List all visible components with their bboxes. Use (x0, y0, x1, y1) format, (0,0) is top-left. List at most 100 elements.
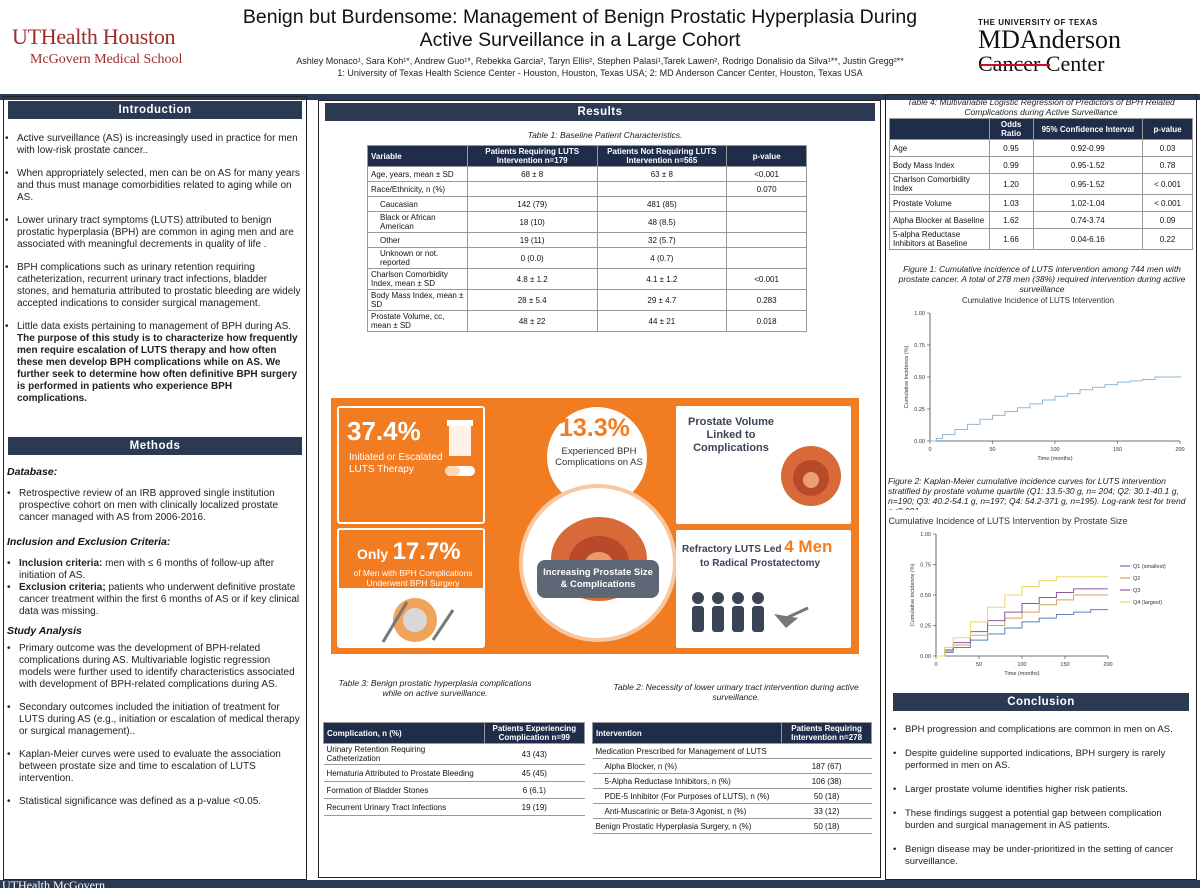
methods-bullet: Inclusion criteria: men with ≤ 6 months … (7, 558, 303, 582)
middle-column (318, 100, 881, 878)
chart-background (888, 510, 1194, 682)
table-cell: 1.03 (988, 194, 1034, 212)
prostatectomy-count: 4 Men (784, 537, 833, 556)
table-row: Medication Prescribed for Management of … (592, 743, 872, 759)
table-cell: 0 (0.0) (466, 247, 598, 269)
complications-table: Complication, n (%) Patients Experiencing… (323, 722, 586, 816)
intro-bullet: BPH complications such as urinary retent… (5, 262, 301, 310)
table-cell: Age (889, 139, 990, 157)
infographic-panel-prostatectomy: Refractory LUTS Led 4 Men to Radical Pro… (676, 530, 851, 648)
table-cell: Recurrent Urinary Tract Infections (323, 798, 485, 816)
x-tick-label: 0 (928, 447, 931, 453)
table-row: Black or African American 18 (10) 48 (8.5) (367, 211, 807, 233)
table-row: Prostate Volume 1.03 1.02-1.04 < 0.001 (889, 194, 1193, 212)
y-tick-label: 0.25 (920, 624, 931, 630)
right-column (885, 94, 1197, 880)
criteria-heading: Inclusion and Exclusion Criteria: (7, 536, 171, 548)
results-header: Results (325, 103, 875, 121)
enlarged-prostate-icon (781, 446, 841, 506)
legend-entry: Q1 (smallest) (1133, 564, 1166, 570)
column-header: Patients Requiring Intervention n=278 (781, 722, 872, 744)
conclusion-bullet: These findings suggest a potential gap b… (893, 808, 1191, 832)
table-cell: 5-Alpha Reductase Inhibitors, n (%) (592, 773, 782, 789)
x-tick-label: 50 (976, 662, 982, 668)
column-header: p-value (726, 145, 807, 167)
table-row: Recurrent Urinary Tract Infections 19 (19… (323, 798, 585, 816)
table-header-row: Complication, n (%) Patients Experiencing… (323, 722, 586, 744)
table-cell: 19 (19) (484, 798, 585, 816)
authors-block: Ashley Monaco¹, Sara Koh¹*, Andrew Guo¹*… (240, 55, 960, 79)
figure2-chart: Cumulative Incidence of LUTS Interventio… (888, 510, 1194, 682)
table-row: Race/Ethnicity, n (%) 0.070 (367, 181, 807, 197)
table-cell: 48 (8.5) (596, 211, 728, 233)
mda-logo-line2: MDAnderson (978, 25, 1121, 54)
conclusion-list: BPH progression and complications are co… (893, 724, 1191, 880)
table-row: Hematuria Attributed to Prostate Bleedin… (323, 764, 585, 782)
infographic-panel-center: 13.3% Experienced BPH Complications on A… (489, 404, 699, 654)
table-cell: 19 (11) (466, 232, 598, 248)
y-tick-label: 1.00 (920, 532, 931, 538)
table-cell: 50 (18) (781, 818, 872, 834)
database-heading: Database: (7, 466, 58, 478)
table-cell: 29 ± 4.7 (596, 289, 728, 311)
prostate-volume-label: Prostate Volume Linked to Complications (688, 416, 774, 454)
title-line1: Benign but Burdensome: Management of Ben… (242, 6, 918, 28)
table-cell: < 0.001 (1142, 194, 1193, 212)
surgical-instruments-icon (381, 598, 455, 643)
table-row: PDE-5 Inhibitor (For Purposes of LUTS), … (592, 788, 872, 804)
table-row: Body Mass Index, mean ± SD 28 ± 5.4 29 ± 4… (367, 289, 807, 311)
conclusion-bullet: Benign disease may be under-prioritized … (893, 844, 1191, 868)
methods-bullet: Exclusion criteria; patients who underwe… (7, 582, 303, 618)
legend-entry: Q2 (1133, 576, 1140, 582)
methods-bullet: Statistical significance was defined as … (7, 796, 303, 808)
y-tick-label: 0.75 (914, 343, 925, 349)
table-cell: 0.92-0.99 (1032, 139, 1144, 157)
table-header-row: Variable Patients Requiring LUTS Interven… (367, 145, 807, 167)
table-header-row: Odds Ratio 95% Confidence Interval p-value (889, 118, 1193, 140)
table-cell: 4 (0.7) (596, 247, 728, 269)
table-cell: 1.20 (988, 173, 1034, 195)
table-row: Body Mass Index 0.99 0.95-1.52 0.78 (889, 156, 1193, 174)
table-cell (596, 181, 728, 197)
x-tick-label: 0 (934, 662, 937, 668)
table-cell: 0.22 (1142, 228, 1193, 250)
table-cell: 32 (5.7) (596, 232, 728, 248)
column-header: Variable (367, 145, 468, 167)
table-cell: 106 (38) (781, 773, 872, 789)
table-cell: Body Mass Index, mean ± SD (367, 289, 468, 311)
column-header: Complication, n (%) (323, 722, 485, 744)
column-header: Intervention (591, 722, 783, 744)
mdanderson-logo: THE UNIVERSITY OF TEXAS MDAnderson Cance… (978, 18, 1188, 75)
table-cell: 5-alpha Reductase Inhibitors at Baseline (889, 228, 990, 250)
chart-title: Cumulative Incidence of LUTS Interventio… (888, 516, 1127, 526)
uthealth-logo-line1: UTHealth Houston (12, 24, 176, 49)
table-row: Benign Prostatic Hyperplasia Surgery, n … (592, 818, 872, 834)
table-cell (726, 211, 807, 233)
footer-logo: UTHealth McGovern (2, 878, 105, 888)
table-cell: Race/Ethnicity, n (%) (367, 181, 468, 197)
analysis-list: Primary outcome was the development of B… (7, 643, 303, 808)
table-cell: 0.99 (988, 156, 1034, 174)
intervention-table: Intervention Patients Requiring Intervent… (591, 722, 872, 834)
table-cell: 0.74-3.74 (1032, 211, 1144, 229)
criteria-list: Inclusion criteria: men with ≤ 6 months … (7, 558, 303, 618)
legend-entry: Q4 (largest) (1133, 600, 1162, 606)
figure1-caption: Figure 1: Cumulative incidence of LUTS i… (898, 264, 1186, 294)
column-header: Patients Requiring LUTS Intervention n=1… (466, 145, 598, 167)
uthealth-logo-line2: McGovern Medical School (30, 52, 183, 67)
study-purpose: The purpose of this study is to characte… (17, 333, 298, 404)
header-divider (0, 94, 1200, 100)
table-row: Other 19 (11) 32 (5.7) (367, 232, 807, 248)
infographic-panel-luts-therapy: 37.4% Initiated or Escalated LUTS Therap… (337, 406, 485, 524)
table-cell: Other (367, 232, 468, 248)
table-cell: PDE-5 Inhibitor (For Purposes of LUTS), … (592, 788, 782, 804)
table-header-row: Intervention Patients Requiring Intervent… (591, 722, 872, 744)
column-header: p-value (1142, 118, 1193, 140)
infographic-panel-bph-surgery: Only 17.7% of Men with BPH Complications… (337, 528, 485, 648)
infographic-panel-prostate-volume: Prostate Volume Linked to Complications (676, 406, 851, 524)
x-axis-label: Time (months) (1004, 671, 1039, 677)
table-cell: 0.95-1.52 (1032, 173, 1144, 195)
table-cell (726, 247, 807, 269)
table-cell: 6 (6.1) (484, 781, 585, 799)
